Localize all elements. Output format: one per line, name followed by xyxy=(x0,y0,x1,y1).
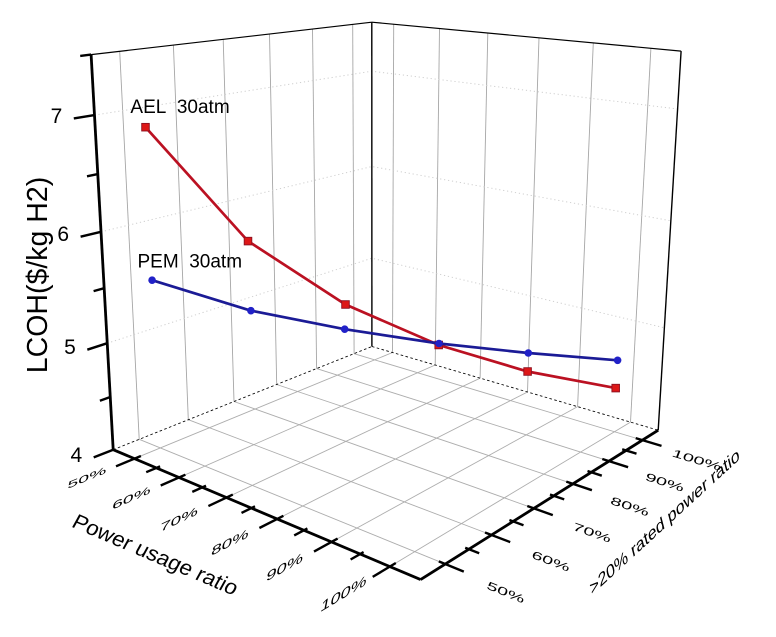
svg-text:5: 5 xyxy=(64,336,76,359)
svg-text:6: 6 xyxy=(57,223,69,246)
svg-text:AEL 30atm: AEL 30atm xyxy=(130,97,229,118)
svg-text:7: 7 xyxy=(51,105,63,128)
svg-text:4: 4 xyxy=(71,444,83,467)
svg-text:PEM 30atm: PEM 30atm xyxy=(138,252,243,273)
svg-text:LCOH($/kg H2): LCOH($/kg H2) xyxy=(22,177,54,373)
